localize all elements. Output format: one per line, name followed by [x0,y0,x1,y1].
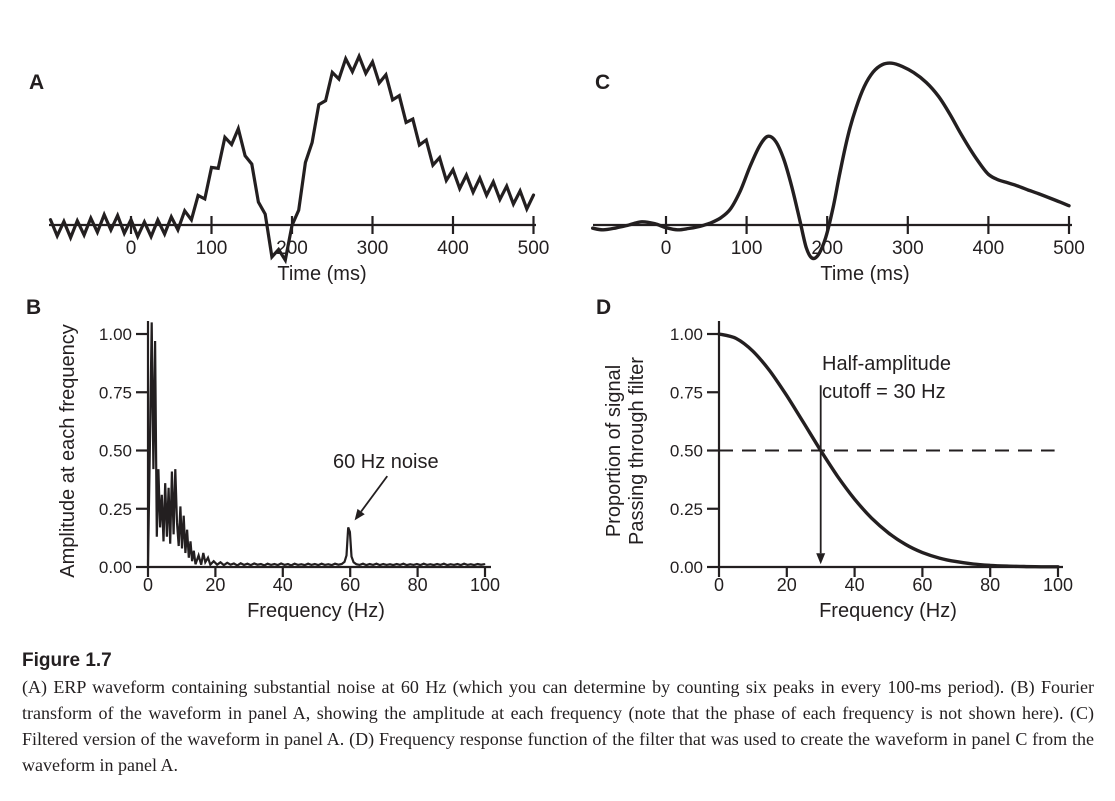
B-annotation-arrow [360,475,388,513]
A-series-path [48,52,536,265]
panel-c-label: C [595,71,611,94]
B-y-tick-label: 0.50 [99,442,132,461]
panel-d-label: D [596,296,612,319]
D-x-tick-label: 40 [845,575,865,595]
panel-d-xaxis-title: Frequency (Hz) [819,600,957,622]
C-x-tick-label: 500 [1053,238,1085,259]
C-series-path [591,61,1071,261]
panel-d-cutoff-annotation: Half-amplitude cutoff = 30 Hz [822,353,951,403]
A-x-tick-label: 0 [126,238,137,259]
D-y-tick-label: 0.50 [670,442,703,461]
B-y-tick-label: 0.25 [99,500,132,519]
C-x-tick-label: 0 [661,238,672,259]
B-y-tick-label: 0.00 [99,558,132,577]
figure-caption-text: (A) ERP waveform containing substantial … [22,677,1094,775]
B-series-path [146,322,486,567]
D-x-tick-label: 100 [1043,575,1073,595]
panel-b-yaxis-title: Amplitude at each frequency [57,324,79,578]
B-x-tick-label: 40 [273,575,293,595]
C-x-tick-label: 400 [973,238,1005,259]
D-series-path [717,332,1060,569]
D-x-tick-label: 20 [777,575,797,595]
D-x-tick-label: 60 [912,575,932,595]
D-y-tick-label: 0.25 [670,500,703,519]
B-x-tick-label: 80 [408,575,428,595]
B-x-tick-label: 100 [470,575,500,595]
B-x-tick-label: 60 [340,575,360,595]
D-y-tick-label: 1.00 [670,325,703,344]
B-annotation-arrow-head [354,508,365,521]
panel-a-label: A [29,71,45,94]
C-x-tick-label: 300 [892,238,924,259]
B-y-tick-label: 0.75 [99,383,132,402]
A-x-tick-label: 100 [196,238,228,259]
panel-b-noise-annotation: 60 Hz noise [333,451,439,473]
B-x-tick-label: 0 [143,575,153,595]
B-y-tick-label: 1.00 [99,325,132,344]
A-x-tick-label: 400 [437,238,469,259]
D-annotation-arrow-head [816,553,826,565]
panel-b-label: B [26,296,42,319]
D-y-tick-label: 0.75 [670,383,703,402]
A-x-tick-label: 300 [357,238,389,259]
D-x-tick-label: 80 [980,575,1000,595]
A-x-tick-label: 500 [518,238,550,259]
panel-d-yaxis-title: Proportion of signal Passing through fil… [603,357,648,545]
C-x-tick-label: 100 [731,238,763,259]
D-y-tick-label: 0.00 [670,558,703,577]
panel-b-xaxis-title: Frequency (Hz) [247,600,385,622]
panel-c-xaxis-title: Time (ms) [820,263,910,285]
panel-a-xaxis-title: Time (ms) [277,263,367,285]
A-x-tick-label: 200 [276,238,308,259]
D-x-tick-label: 0 [714,575,724,595]
figure-caption-heading: Figure 1.7 [22,650,112,671]
B-x-tick-label: 20 [205,575,225,595]
